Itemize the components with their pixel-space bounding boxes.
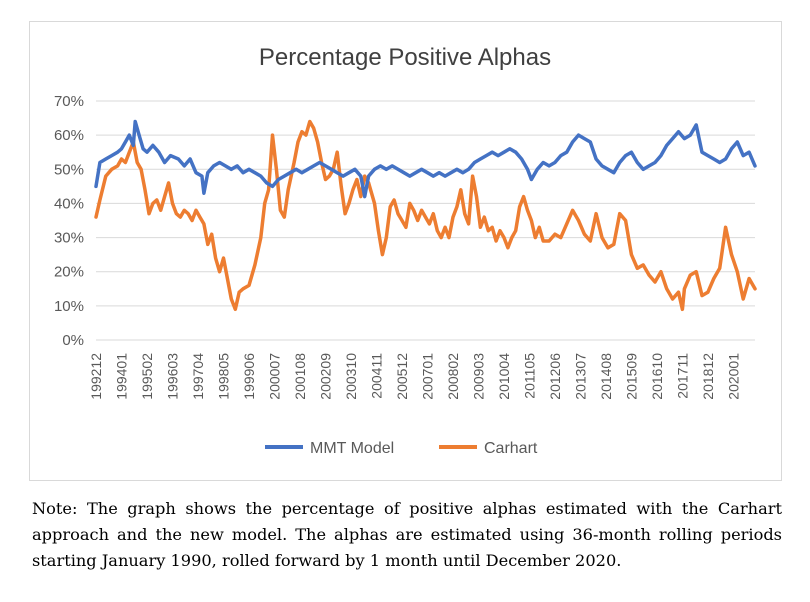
x-tick-label: 201105 [521, 353, 537, 399]
series-line-mmt-model [94, 119, 757, 199]
series [94, 119, 757, 312]
x-tick-label: 200310 [343, 353, 359, 400]
x-tick-label: 201610 [649, 353, 665, 400]
figure-note: Note: The graph shows the percentage of … [32, 499, 782, 570]
y-tick-label: 50% [54, 161, 84, 178]
x-tick-label: 201408 [598, 353, 614, 400]
x-tick-label: 199401 [113, 353, 129, 400]
x-tick-label: 200802 [445, 353, 461, 400]
chart-frame: 0% 10% 20% 30% 40% 50% 60% 70% 199212 199401 1995… [29, 21, 782, 481]
y-axis: 0% 10% 20% 30% 40% 50% 60% 70% [54, 93, 84, 349]
legend-label: MMT Model [310, 440, 394, 457]
legend-label: Carhart [484, 440, 538, 457]
x-tick-label: 199212 [88, 353, 104, 400]
x-tick-label: 202001 [725, 353, 741, 400]
series-line-carhart [94, 119, 757, 312]
x-tick-label: 200007 [266, 353, 282, 400]
x-tick-label: 200701 [419, 353, 435, 400]
y-tick-label: 40% [54, 195, 84, 212]
x-tick-label: 199603 [164, 353, 180, 400]
x-tick-label: 201307 [572, 353, 588, 400]
line-chart: 0% 10% 20% 30% 40% 50% 60% 70% 199212 199401 1995… [54, 44, 757, 457]
x-axis: 199212 199401 199502 199603 199704 199805 1999… [88, 353, 741, 400]
x-tick-label: 201004 [496, 353, 512, 400]
x-tick-label: 200108 [292, 353, 308, 400]
chart-title: Percentage Positive Alphas [259, 44, 551, 71]
y-tick-label: 10% [54, 298, 84, 315]
x-tick-label: 201812 [700, 353, 716, 400]
y-tick-label: 30% [54, 230, 84, 247]
y-tick-label: 0% [62, 332, 84, 349]
x-tick-label: 201509 [623, 353, 639, 400]
x-tick-label: 200411 [368, 353, 384, 399]
x-tick-label: 201711 [674, 353, 690, 399]
x-tick-label: 200209 [317, 353, 333, 400]
x-tick-label: 199502 [139, 353, 155, 400]
x-tick-label: 201206 [547, 353, 563, 400]
legend: MMT Model Carhart [265, 440, 538, 457]
y-tick-label: 20% [54, 264, 84, 281]
x-tick-label: 199805 [215, 353, 231, 400]
y-tick-label: 60% [54, 127, 84, 144]
y-tick-label: 70% [54, 93, 84, 110]
x-tick-label: 199906 [241, 353, 257, 400]
x-tick-label: 199704 [190, 353, 206, 400]
x-tick-label: 200903 [470, 353, 486, 400]
x-tick-label: 200512 [394, 353, 410, 400]
